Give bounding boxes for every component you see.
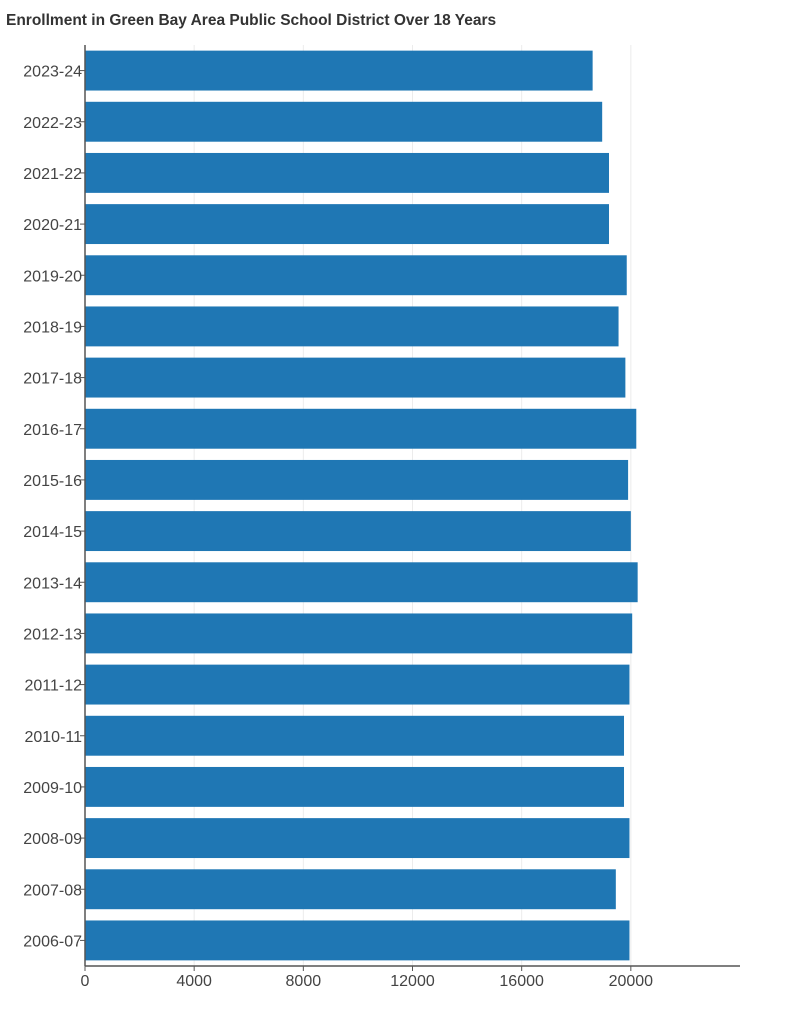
bar-2017-18: [85, 357, 626, 398]
bar-2014-15: [85, 511, 631, 552]
bar-2021-22: [85, 152, 609, 193]
x-tick-label: 12000: [390, 973, 435, 990]
y-tick-label: 2007-08: [23, 882, 82, 899]
x-tick-label: 8000: [286, 973, 322, 990]
bar-2022-23: [85, 101, 603, 142]
y-tick-label: 2022-23: [23, 115, 82, 132]
chart-title: Enrollment in Green Bay Area Public Scho…: [6, 12, 497, 29]
x-tick-label: 0: [81, 973, 90, 990]
y-tick-label: 2016-17: [23, 422, 82, 439]
bar-2018-19: [85, 306, 619, 347]
bar-2016-17: [85, 408, 637, 449]
bar-2020-21: [85, 204, 609, 245]
bar-2011-12: [85, 664, 630, 705]
x-tick-label: 4000: [176, 973, 212, 990]
bar-2007-08: [85, 869, 616, 910]
y-tick-label: 2014-15: [23, 524, 82, 541]
y-tick-label: 2018-19: [23, 319, 82, 336]
y-tick-label: 2013-14: [23, 575, 82, 592]
bar-2009-10: [85, 766, 625, 807]
bar-2013-14: [85, 562, 638, 603]
y-tick-label: 2006-07: [23, 933, 82, 950]
y-tick-label: 2011-12: [24, 678, 82, 695]
tick-labels: 0 4000 8000 12000 16000 20000 2023-24 2022-23 20…: [23, 64, 653, 990]
y-tick-label: 2012-13: [23, 626, 82, 643]
y-tick-label: 2008-09: [23, 831, 82, 848]
x-tick-label: 16000: [499, 973, 544, 990]
bar-2015-16: [85, 459, 629, 500]
y-tick-label: 2019-20: [23, 268, 82, 285]
grid-lines: [193, 45, 632, 966]
bar-2023-24: [85, 50, 593, 91]
y-tick-label: 2023-24: [23, 64, 82, 81]
bar-2010-11: [85, 715, 625, 756]
bars: [85, 50, 638, 961]
bar-2019-20: [85, 255, 627, 296]
y-tick-label: 2010-11: [24, 729, 82, 746]
y-tick-label: 2009-10: [23, 780, 82, 797]
axes: [80, 45, 740, 971]
y-tick-label: 2015-16: [23, 473, 82, 490]
bar-2012-13: [85, 613, 633, 654]
y-tick-label: 2020-21: [23, 217, 82, 234]
x-tick-label: 20000: [609, 973, 654, 990]
bar-2008-09: [85, 818, 630, 859]
y-tick-label: 2021-22: [23, 166, 82, 183]
y-tick-label: 2017-18: [23, 371, 82, 388]
bar-2006-07: [85, 920, 630, 961]
